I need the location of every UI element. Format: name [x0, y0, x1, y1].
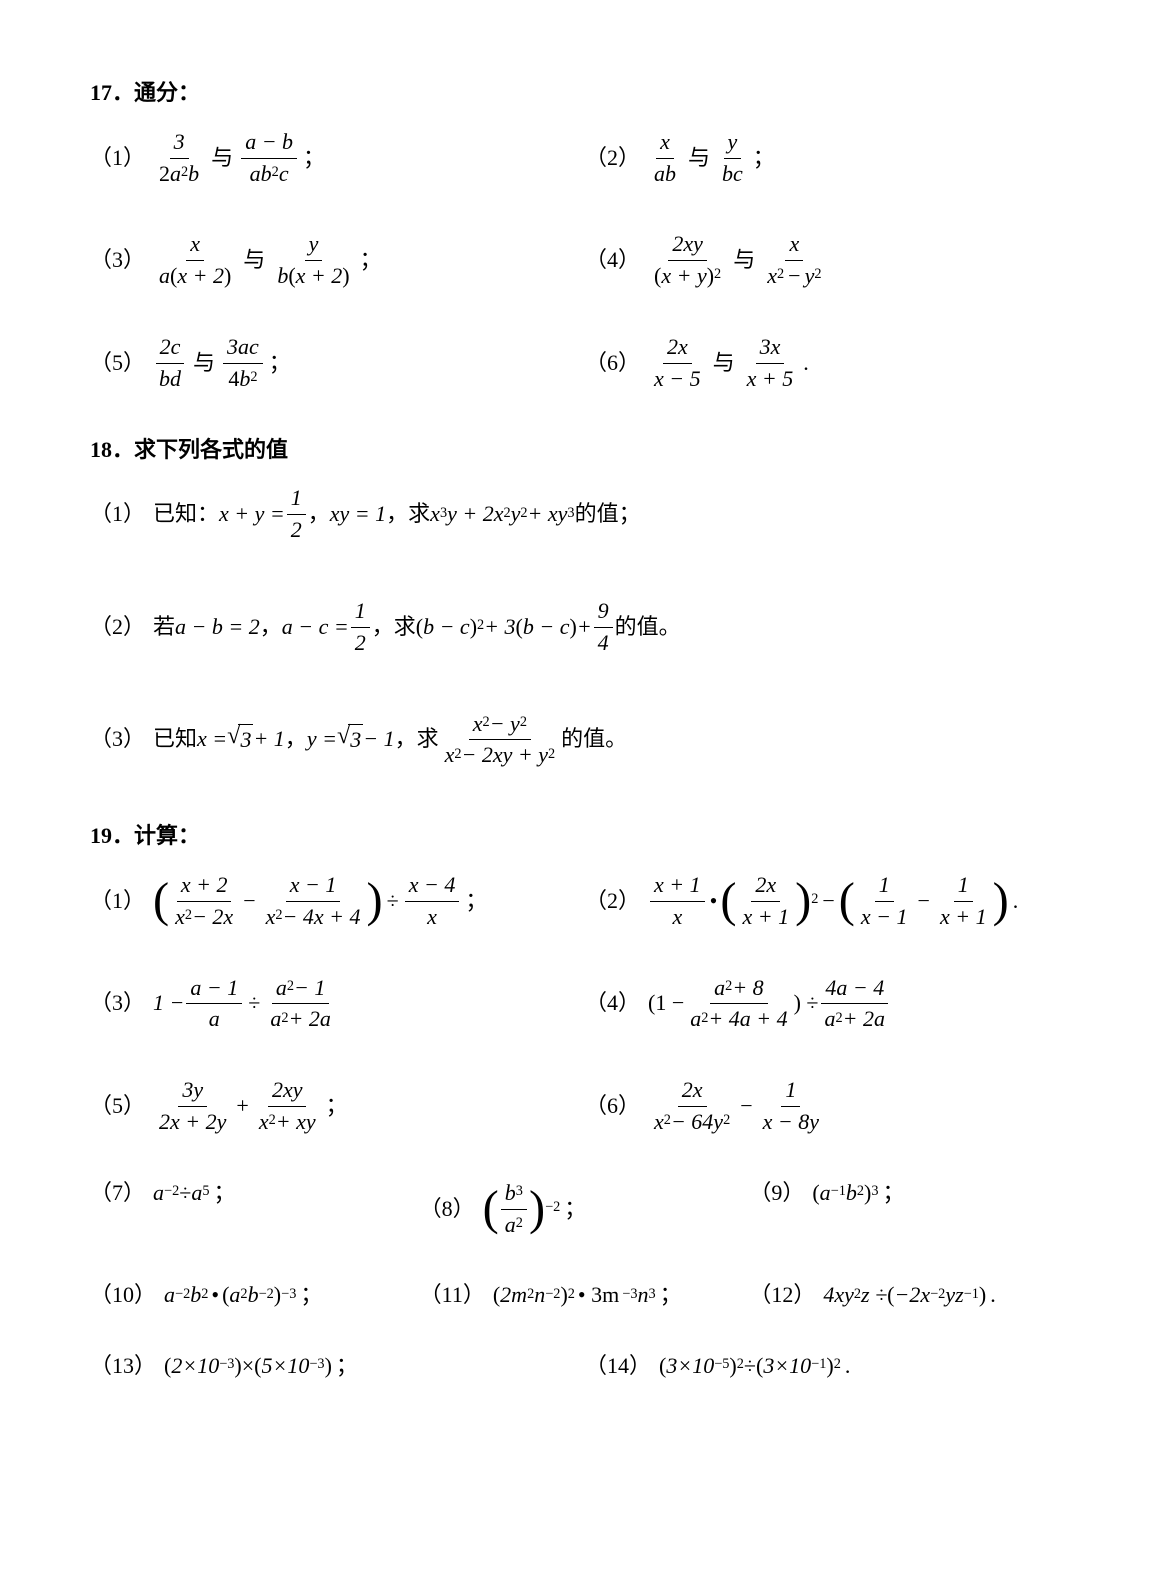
p19-item-1: （1） ( x + 2x2 − 2x − x − 1x2 − 4x + 4 ) …: [90, 870, 585, 933]
p19-item-5: （5） 3y2x + 2y + 2xyx2 + xy ；: [90, 1075, 585, 1138]
p19-item-13: （13） (2×10−3) × (5×10−3) ；: [90, 1351, 585, 1382]
p17-num: 17．: [90, 80, 134, 105]
p19-item-11: （11） (2m2n−2)2 • 3m−3n3 ；: [420, 1280, 750, 1311]
p19-row-1: （1） ( x + 2x2 − 2x − x − 1x2 − 4x + 4 ) …: [90, 870, 1080, 933]
p19-item-8: （8） ( b3a2 )−2 ；: [420, 1178, 750, 1241]
p19-item-4: （4） (1 − a2 + 8a2 + 4a + 4 ) ÷ 4a − 4a2 …: [585, 973, 1080, 1036]
p18-sub-1: （1） 已知： x + y = 12 ， xy = 1 ，求 x3y + 2x2…: [90, 483, 1080, 546]
p18-sub-3: （3） 已知 x = √3 + 1 ， y = √3 − 1 ，求 x2 − y…: [90, 709, 1080, 772]
p17-row-1: （1） 32a2b 与 a − bab2c ； （2） xab 与 ybc ；: [90, 127, 1080, 190]
p19-item-6: （6） 2xx2 − 64y2 − 1x − 8y: [585, 1075, 1080, 1138]
p19-row-3: （5） 3y2x + 2y + 2xyx2 + xy ； （6） 2xx2 − …: [90, 1075, 1080, 1138]
p19-item-14: （14） (3×10−5)2 ÷ (3×10−1)2 .: [585, 1351, 1080, 1382]
p17-item-1: （1） 32a2b 与 a − bab2c ；: [90, 127, 585, 190]
p18-sub-2: （2） 若 a − b = 2 ， a − c = 12 ，求 (b − c)2…: [90, 596, 1080, 659]
p17-item-4: （4） 2xy(x + y)2 与 xx2−y2: [585, 229, 1080, 292]
p19-item-2: （2） x + 1x • ( 2xx + 1 )2 − ( 1x − 1 − 1…: [585, 870, 1080, 933]
p19-row-2: （3） 1 − a − 1a ÷ a2 − 1a2 + 2a （4） (1 − …: [90, 973, 1080, 1036]
p19-item-10: （10） a−2b2 • (a2b−2)−3 ；: [90, 1280, 420, 1311]
p19-item-3: （3） 1 − a − 1a ÷ a2 − 1a2 + 2a: [90, 973, 585, 1036]
p19-row-4: （7） a−2 ÷ a5； （8） ( b3a2 )−2 ； （9） (a−1b…: [90, 1178, 1080, 1241]
problem-18-heading: 18．求下列各式的值: [90, 435, 1080, 466]
p19-item-7: （7） a−2 ÷ a5；: [90, 1178, 420, 1209]
p17-item-6: （6） 2xx − 5 与 3xx + 5 .: [585, 332, 1080, 395]
p17-i1-expr: 32a2b 与 a − bab2c ；: [153, 127, 325, 190]
problem-17-heading: 17．通分：: [90, 78, 1080, 109]
p17-i1-label: （1）: [90, 143, 145, 174]
p17-i2-expr: xab 与 ybc ；: [648, 127, 775, 190]
p17-i2-label: （2）: [585, 143, 640, 174]
p19-item-9: （9） (a−1b2)3；: [749, 1178, 1079, 1209]
p17-row-2: （3） xa(x + 2) 与 yb(x + 2) ； （4） 2xy(x + …: [90, 229, 1080, 292]
p17-title: 通分：: [134, 80, 200, 105]
p19-row-5: （10） a−2b2 • (a2b−2)−3 ； （11） (2m2n−2)2 …: [90, 1280, 1080, 1311]
p17-row-3: （5） 2cbd 与 3ac4b2 ； （6） 2xx − 5 与 3xx + …: [90, 332, 1080, 395]
p19-row-6: （13） (2×10−3) × (5×10−3) ； （14） (3×10−5)…: [90, 1351, 1080, 1382]
problem-19-heading: 19．计算：: [90, 821, 1080, 852]
p17-item-5: （5） 2cbd 与 3ac4b2 ；: [90, 332, 585, 395]
p17-item-2: （2） xab 与 ybc ；: [585, 127, 1080, 190]
p19-item-12: （12） 4xy2z ÷ (−2x−2yz−1) .: [749, 1280, 1079, 1311]
p17-item-3: （3） xa(x + 2) 与 yb(x + 2) ；: [90, 229, 585, 292]
